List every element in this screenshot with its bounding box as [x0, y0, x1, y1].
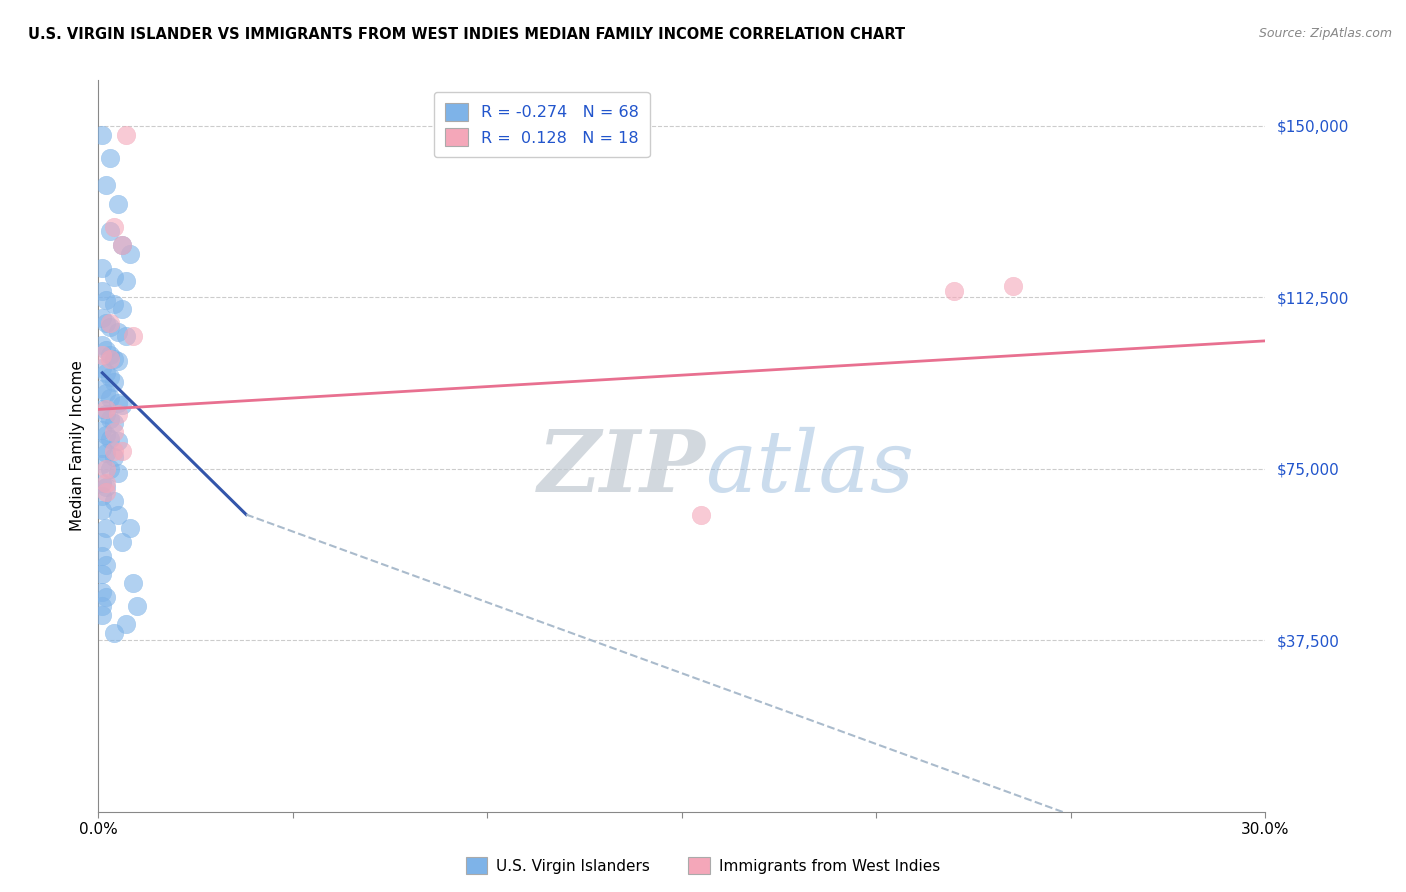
Legend: R = -0.274   N = 68, R =  0.128   N = 18: R = -0.274 N = 68, R = 0.128 N = 18 — [434, 92, 650, 157]
Point — [111, 237, 134, 252]
Point — [91, 475, 114, 490]
Point — [1001, 279, 1024, 293]
Point — [98, 462, 121, 476]
Point — [96, 480, 118, 494]
Point — [91, 310, 114, 325]
Point — [103, 425, 125, 440]
Point — [118, 521, 141, 535]
Point — [96, 475, 118, 490]
Point — [91, 284, 114, 298]
Point — [107, 354, 129, 368]
Point — [91, 260, 114, 275]
Point — [111, 301, 134, 316]
Point — [91, 567, 114, 582]
Point — [127, 599, 149, 613]
Point — [107, 434, 129, 449]
Text: Source: ZipAtlas.com: Source: ZipAtlas.com — [1258, 27, 1392, 40]
Point — [91, 549, 114, 563]
Point — [107, 467, 129, 481]
Point — [111, 398, 134, 412]
Point — [96, 178, 118, 193]
Point — [91, 402, 114, 417]
Y-axis label: Median Family Income: Median Family Income — [69, 360, 84, 532]
Point — [91, 535, 114, 549]
Point — [96, 427, 118, 442]
Point — [114, 274, 136, 288]
Point — [114, 128, 136, 142]
Point — [91, 585, 114, 599]
Point — [111, 237, 134, 252]
Point — [96, 446, 118, 460]
Point — [114, 617, 136, 632]
Point — [96, 316, 118, 330]
Point — [91, 338, 114, 352]
Point — [103, 416, 125, 430]
Point — [91, 457, 114, 471]
Point — [118, 247, 141, 261]
Point — [107, 196, 129, 211]
Point — [103, 297, 125, 311]
Point — [98, 411, 121, 425]
Point — [91, 442, 114, 456]
Point — [122, 576, 145, 591]
Point — [96, 366, 118, 380]
Point — [103, 269, 125, 284]
Point — [98, 151, 121, 165]
Point — [98, 391, 121, 405]
Point — [107, 508, 129, 522]
Point — [96, 521, 118, 535]
Point — [103, 450, 125, 465]
Point — [107, 407, 129, 421]
Point — [98, 224, 121, 238]
Legend: U.S. Virgin Islanders, Immigrants from West Indies: U.S. Virgin Islanders, Immigrants from W… — [460, 851, 946, 880]
Point — [96, 407, 118, 421]
Point — [96, 386, 118, 401]
Point — [103, 443, 125, 458]
Point — [103, 352, 125, 367]
Point — [122, 329, 145, 343]
Point — [111, 535, 134, 549]
Point — [107, 395, 129, 409]
Point — [91, 599, 114, 613]
Point — [103, 626, 125, 640]
Point — [96, 558, 118, 572]
Text: ZIP: ZIP — [537, 426, 706, 509]
Point — [96, 402, 118, 417]
Text: U.S. VIRGIN ISLANDER VS IMMIGRANTS FROM WEST INDIES MEDIAN FAMILY INCOME CORRELA: U.S. VIRGIN ISLANDER VS IMMIGRANTS FROM … — [28, 27, 905, 42]
Point — [98, 432, 121, 446]
Point — [91, 382, 114, 396]
Point — [98, 352, 121, 367]
Point — [91, 503, 114, 517]
Point — [96, 484, 118, 499]
Point — [690, 508, 713, 522]
Point — [96, 590, 118, 604]
Point — [98, 347, 121, 362]
Point — [91, 128, 114, 142]
Point — [943, 284, 966, 298]
Point — [103, 493, 125, 508]
Point — [96, 293, 118, 307]
Point — [96, 343, 118, 357]
Point — [91, 423, 114, 437]
Point — [111, 443, 134, 458]
Point — [107, 325, 129, 339]
Point — [98, 320, 121, 334]
Point — [114, 329, 136, 343]
Point — [103, 219, 125, 234]
Point — [91, 361, 114, 376]
Point — [103, 375, 125, 389]
Point — [91, 608, 114, 623]
Point — [91, 347, 114, 362]
Text: atlas: atlas — [706, 426, 914, 509]
Point — [91, 489, 114, 503]
Point — [98, 316, 121, 330]
Point — [98, 370, 121, 384]
Point — [96, 462, 118, 476]
